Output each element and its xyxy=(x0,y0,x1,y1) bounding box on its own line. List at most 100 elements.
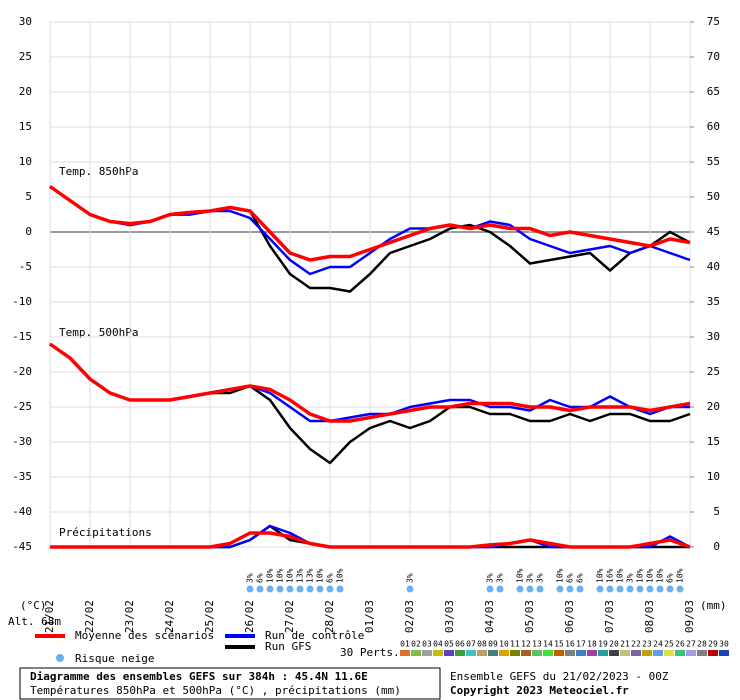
snow-risk-label: 10% xyxy=(316,568,325,583)
chart-title: Diagramme des ensembles GEFS sur 384h : … xyxy=(30,670,368,683)
snow-icon xyxy=(556,585,564,593)
member-swatch xyxy=(554,650,564,656)
member-label: 24 xyxy=(653,640,663,649)
caption-box xyxy=(19,667,441,700)
snow-risk-label: 16% xyxy=(606,568,615,583)
member-label: 15 xyxy=(554,640,564,649)
snow-risk-label: 6% xyxy=(326,573,335,583)
member-label: 27 xyxy=(686,640,696,649)
snow-icon xyxy=(666,585,674,593)
y-tick-label: -30 xyxy=(12,435,32,448)
y-tick-label: -45 xyxy=(12,540,32,553)
panel-label: Temp. 850hPa xyxy=(59,165,138,178)
x-tick-label: 05/03 xyxy=(523,600,536,633)
legend-label: Moyenne des scénarios xyxy=(75,629,214,642)
snow-risk-label: 10% xyxy=(596,568,605,583)
snow-icon xyxy=(286,585,294,593)
member-swatch xyxy=(642,650,652,656)
snow-risk-label: 3% xyxy=(626,573,635,583)
snow-risk-label: 10% xyxy=(656,568,665,583)
altitude: Alt. 68m xyxy=(8,615,61,628)
member-label: 22 xyxy=(631,640,641,649)
run-label: Ensemble GEFS du 21/02/2023 - 00Z xyxy=(450,670,669,683)
member-swatch xyxy=(697,650,707,656)
member-swatch xyxy=(521,650,531,656)
x-tick-label: 09/03 xyxy=(683,600,696,633)
legend-label: Run de contrôle xyxy=(265,629,364,642)
snow-risk-label: 10% xyxy=(646,568,655,583)
member-swatch xyxy=(510,650,520,656)
member-swatch xyxy=(708,650,718,656)
snow-risk-label: 10% xyxy=(556,568,565,583)
snow-risk-label: 3% xyxy=(246,573,255,583)
member-label: 25 xyxy=(664,640,674,649)
member-swatch xyxy=(609,650,619,656)
y-tick-label: -25 xyxy=(12,400,32,413)
member-swatch xyxy=(664,650,674,656)
y-tick-label: 25 xyxy=(19,50,32,63)
snow-icon xyxy=(646,585,654,593)
y2-tick-label: 55 xyxy=(707,155,720,168)
snow-risk-label: 3% xyxy=(486,573,495,583)
y2-tick-label: 45 xyxy=(707,225,720,238)
snow-icon xyxy=(596,585,604,593)
member-label: 19 xyxy=(598,640,608,649)
member-label: 03 xyxy=(422,640,432,649)
member-swatch xyxy=(422,650,432,656)
y-tick-label: -10 xyxy=(12,295,32,308)
y2-tick-label: 40 xyxy=(707,260,720,273)
x-tick-label: 25/02 xyxy=(203,600,216,633)
legend-snow-icon xyxy=(56,654,64,662)
y-tick-label: -5 xyxy=(19,260,32,273)
member-label: 09 xyxy=(488,640,498,649)
x-tick-label: 07/03 xyxy=(603,600,616,633)
snow-icon xyxy=(296,585,304,593)
member-swatch xyxy=(433,650,443,656)
x-tick-label: 21/02 xyxy=(43,600,56,633)
member-swatch xyxy=(411,650,421,656)
y2-tick-label: 30 xyxy=(707,330,720,343)
y2-tick-label: 15 xyxy=(707,435,720,448)
y-tick-label: 30 xyxy=(19,15,32,28)
y2-tick-label: 75 xyxy=(707,15,720,28)
snow-risk-label: 3% xyxy=(536,573,545,583)
member-label: 28 xyxy=(697,640,707,649)
snow-icon xyxy=(576,585,584,593)
panel-label: Précipitations xyxy=(59,526,152,539)
member-swatch xyxy=(675,650,685,656)
snow-icon xyxy=(406,585,414,593)
snow-icon xyxy=(496,585,504,593)
snow-icon xyxy=(326,585,334,593)
snow-risk-label: 6% xyxy=(256,573,265,583)
y-tick-label: 20 xyxy=(19,85,32,98)
y2-tick-label: 20 xyxy=(707,400,720,413)
member-label: 30 xyxy=(719,640,729,649)
member-label: 13 xyxy=(532,640,542,649)
snow-icon xyxy=(616,585,624,593)
member-label: 17 xyxy=(576,640,586,649)
y-axis-label: (°C) xyxy=(20,599,47,612)
snow-icon xyxy=(486,585,494,593)
member-label: 07 xyxy=(466,640,476,649)
member-swatch xyxy=(532,650,542,656)
member-label: 06 xyxy=(455,640,465,649)
legend-label: Run GFS xyxy=(265,640,311,653)
member-swatch xyxy=(576,650,586,656)
snow-risk-label: 13% xyxy=(306,568,315,583)
member-swatch xyxy=(719,650,729,656)
member-swatch xyxy=(587,650,597,656)
snow-icon xyxy=(516,585,524,593)
snow-risk-label: 10% xyxy=(616,568,625,583)
member-label: 01 xyxy=(400,640,410,649)
member-label: 23 xyxy=(642,640,652,649)
y2-tick-label: 5 xyxy=(713,505,720,518)
member-swatch xyxy=(631,650,641,656)
snow-risk-label: 10% xyxy=(336,568,345,583)
member-label: 05 xyxy=(444,640,454,649)
snow-risk-label: 10% xyxy=(266,568,275,583)
y2-tick-label: 50 xyxy=(707,190,720,203)
x-tick-label: 22/02 xyxy=(83,600,96,633)
snow-risk-label: 3% xyxy=(496,573,505,583)
x-tick-label: 02/03 xyxy=(403,600,416,633)
